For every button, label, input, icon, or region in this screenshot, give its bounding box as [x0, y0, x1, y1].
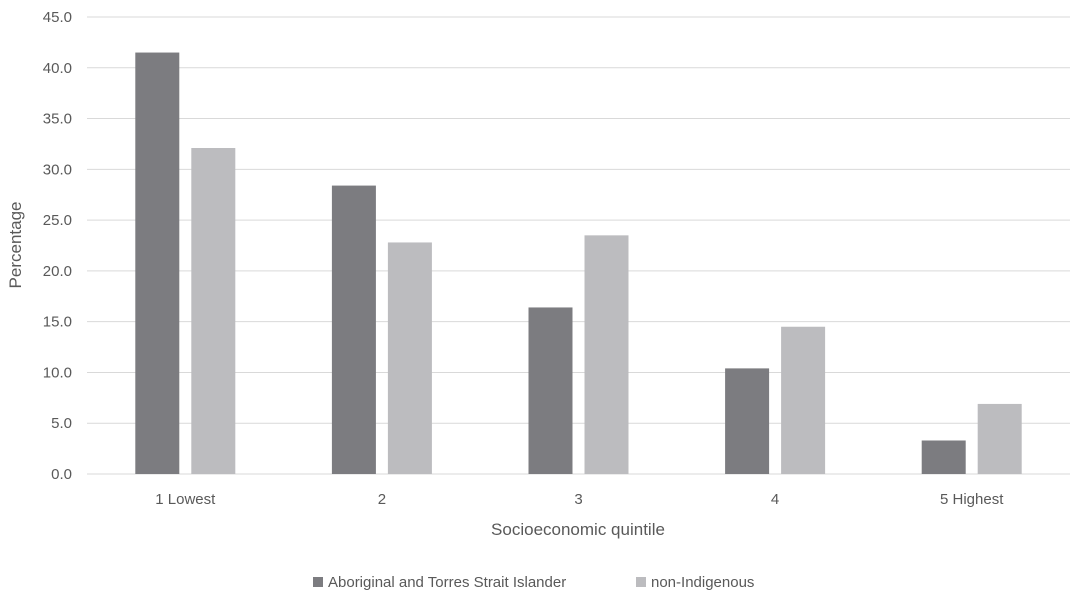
- y-tick-label: 20.0: [43, 263, 72, 280]
- x-tick-label: 4: [771, 491, 779, 508]
- x-tick-label: 3: [574, 491, 582, 508]
- bar-non-indigenous-3: [584, 235, 629, 474]
- bar-non-indigenous-2: [387, 242, 432, 474]
- y-tick-label: 10.0: [43, 364, 72, 381]
- y-tick-label: 25.0: [43, 212, 72, 229]
- x-tick-label: 1 Lowest: [155, 491, 216, 508]
- bar-aboriginal-5: [921, 440, 966, 474]
- y-axis-title: Percentage: [6, 202, 25, 289]
- y-tick-label: 40.0: [43, 60, 72, 77]
- bar-aboriginal-3: [528, 307, 573, 474]
- x-tick-label: 5 Highest: [940, 491, 1004, 508]
- bar-non-indigenous-5: [977, 403, 1022, 474]
- legend-label: non-Indigenous: [651, 574, 754, 591]
- y-tick-label: 0.0: [51, 466, 72, 483]
- y-tick-label: 30.0: [43, 161, 72, 178]
- y-tick-label: 45.0: [43, 9, 72, 26]
- bar-aboriginal-2: [331, 185, 376, 475]
- legend-label: Aboriginal and Torres Strait Islander: [328, 574, 566, 591]
- y-axis-ticks: 0.0 5.0 10.0 15.0 20.0 25.0 30.0 35.0 40.0 45.0: [43, 9, 72, 483]
- bar-aboriginal-4: [725, 368, 770, 474]
- legend-swatch: [313, 577, 323, 587]
- legend: Aboriginal and Torres Strait Islander non…: [313, 574, 754, 591]
- bar-aboriginal-1: [135, 52, 180, 475]
- y-tick-label: 5.0: [51, 415, 72, 432]
- y-tick-label: 15.0: [43, 314, 72, 331]
- x-axis-ticks: 1 Lowest 2 3 4 5 Highest: [155, 491, 1004, 508]
- y-tick-label: 35.0: [43, 111, 72, 128]
- legend-swatch: [636, 577, 646, 587]
- bars: [135, 52, 1022, 475]
- x-axis-title: Socioeconomic quintile: [491, 520, 665, 539]
- bar-non-indigenous-1: [191, 148, 236, 475]
- x-tick-label: 2: [378, 491, 386, 508]
- gridlines: [87, 16, 1070, 475]
- bar-non-indigenous-4: [781, 326, 826, 474]
